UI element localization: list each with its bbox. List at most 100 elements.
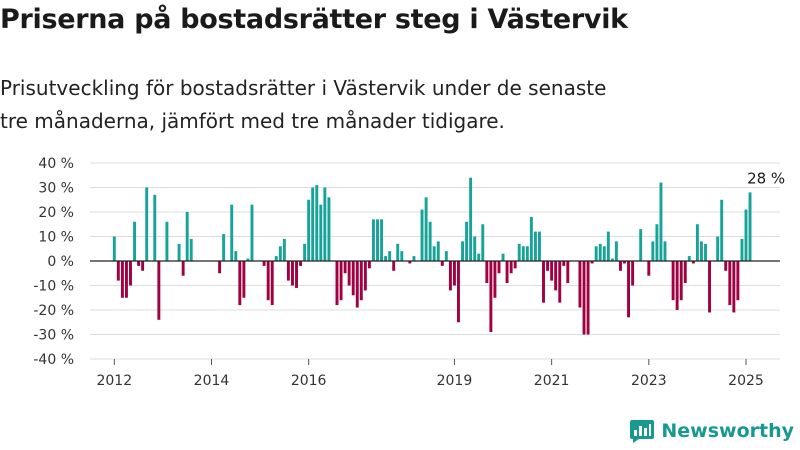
bar — [452, 261, 456, 286]
bar — [651, 241, 655, 261]
bar — [234, 251, 238, 261]
bar — [335, 261, 339, 306]
bar — [315, 185, 319, 261]
bar — [218, 261, 222, 274]
x-tick-label: 2019 — [437, 373, 473, 389]
bar — [671, 261, 675, 301]
bar — [124, 261, 128, 298]
bar — [521, 246, 525, 261]
bar — [371, 219, 375, 261]
bar — [270, 261, 274, 306]
bar — [675, 261, 679, 310]
bar — [578, 261, 582, 308]
bar — [392, 261, 396, 271]
bar — [303, 243, 307, 261]
bar — [400, 251, 404, 261]
bar — [396, 243, 400, 261]
bar — [286, 261, 290, 281]
bar — [165, 221, 169, 261]
bar — [262, 261, 266, 266]
bar — [388, 251, 392, 261]
bar-chart-pin-icon — [630, 420, 655, 443]
bar — [266, 261, 270, 301]
bar — [485, 261, 489, 284]
bar — [351, 261, 355, 296]
bar — [327, 197, 331, 261]
bar — [538, 231, 541, 261]
bar — [639, 229, 643, 261]
bar — [501, 253, 505, 261]
bar — [683, 261, 687, 284]
page-subtitle: Prisutveckling för bostadsrätter i Väste… — [0, 76, 607, 133]
bar-series — [112, 177, 752, 335]
bar — [687, 256, 691, 261]
bar — [448, 261, 452, 291]
bar — [586, 261, 590, 335]
y-tick-label: 10 % — [38, 230, 74, 246]
bar — [716, 236, 720, 261]
bar — [246, 258, 250, 261]
bar — [408, 261, 412, 264]
bar — [679, 261, 683, 301]
y-tick-label: -20 % — [33, 303, 74, 319]
bar — [610, 258, 614, 261]
x-tick-label: 2021 — [534, 373, 570, 389]
bar — [307, 199, 311, 261]
bar — [489, 261, 493, 333]
bar — [736, 261, 740, 301]
bar — [509, 261, 513, 274]
price-change-bar-chart: 40 % 30 % 20 % 10 % 0 % -10 % -20 % -30 % -40 % 2… — [33, 156, 785, 389]
bar — [311, 187, 315, 261]
bar — [720, 199, 724, 261]
bar — [505, 261, 509, 284]
bar — [436, 241, 440, 261]
bar — [242, 261, 246, 298]
y-tick-label: 0 % — [47, 254, 74, 270]
bar — [740, 238, 744, 261]
x-tick-label: 2025 — [728, 373, 764, 389]
bar — [347, 261, 351, 286]
bar — [291, 261, 294, 286]
axes: 40 % 30 % 20 % 10 % 0 % -10 % -20 % -30 % -40 % 2… — [33, 156, 780, 389]
bar — [550, 261, 554, 281]
bar — [112, 236, 116, 261]
bar — [724, 261, 728, 271]
y-tick-label: 20 % — [38, 205, 74, 221]
y-tick-label: -40 % — [33, 352, 74, 368]
bar — [614, 241, 618, 261]
bar — [319, 204, 323, 261]
bar — [594, 246, 598, 261]
bar — [250, 204, 254, 261]
bar — [513, 261, 517, 269]
bar — [363, 261, 367, 291]
bar — [732, 261, 736, 313]
bar — [691, 261, 695, 264]
bar — [546, 261, 550, 271]
y-tick-label: 30 % — [38, 181, 74, 197]
bar — [120, 261, 124, 298]
bar — [428, 221, 432, 261]
bar — [129, 261, 132, 286]
bar — [619, 261, 622, 271]
bar — [384, 256, 388, 261]
bar — [222, 234, 226, 261]
bar — [627, 261, 630, 318]
bar — [473, 236, 477, 261]
bar — [533, 231, 537, 261]
bar — [145, 187, 149, 261]
bar — [116, 261, 120, 281]
bar — [631, 261, 635, 286]
bar — [367, 261, 371, 269]
bar — [525, 246, 529, 261]
bar — [663, 241, 667, 261]
bar — [623, 261, 626, 264]
bar — [177, 243, 181, 261]
brand-name: Newsworthy — [661, 420, 794, 442]
bar — [590, 261, 594, 264]
bar — [554, 261, 558, 291]
bar — [562, 261, 566, 266]
bar — [295, 261, 298, 288]
bar — [323, 187, 327, 261]
grid-lines — [90, 162, 780, 360]
bar — [517, 243, 521, 261]
